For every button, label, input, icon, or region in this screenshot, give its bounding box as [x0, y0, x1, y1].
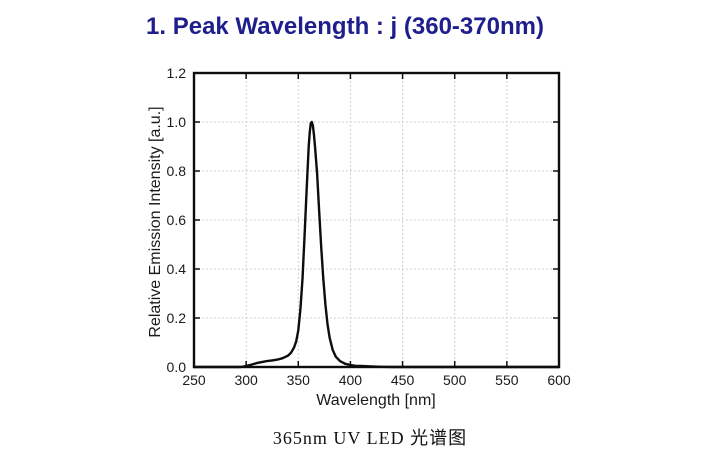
page-title: 1. Peak Wavelength : j (360-370nm) [146, 13, 544, 40]
y-tick-label: 1.2 [166, 65, 186, 81]
x-tick-label: 250 [182, 372, 206, 388]
y-tick-label: 0.0 [166, 359, 186, 375]
x-axis-title: Wavelength [nm] [316, 392, 436, 409]
x-tick-label: 550 [495, 372, 519, 388]
x-tick-label: 350 [286, 372, 310, 388]
y-tick-label: 0.2 [166, 310, 186, 326]
y-tick-label: 0.6 [166, 212, 186, 228]
y-tick-label: 0.4 [166, 261, 186, 277]
y-tick-label: 0.8 [166, 163, 186, 179]
x-tick-label: 400 [338, 372, 363, 388]
x-tick-label: 300 [234, 372, 258, 388]
x-tick-label: 600 [547, 372, 571, 388]
chart-caption: 365nm UV LED 光谱图 [272, 428, 468, 448]
y-tick-label: 1.0 [166, 114, 186, 130]
spectrum-curve [192, 120, 561, 369]
plot-border [192, 71, 561, 369]
x-tick-label: 500 [443, 372, 467, 388]
x-tick-label: 450 [390, 372, 415, 388]
y-axis-title: Relative Emission Intensity [a.u.] [147, 106, 164, 338]
